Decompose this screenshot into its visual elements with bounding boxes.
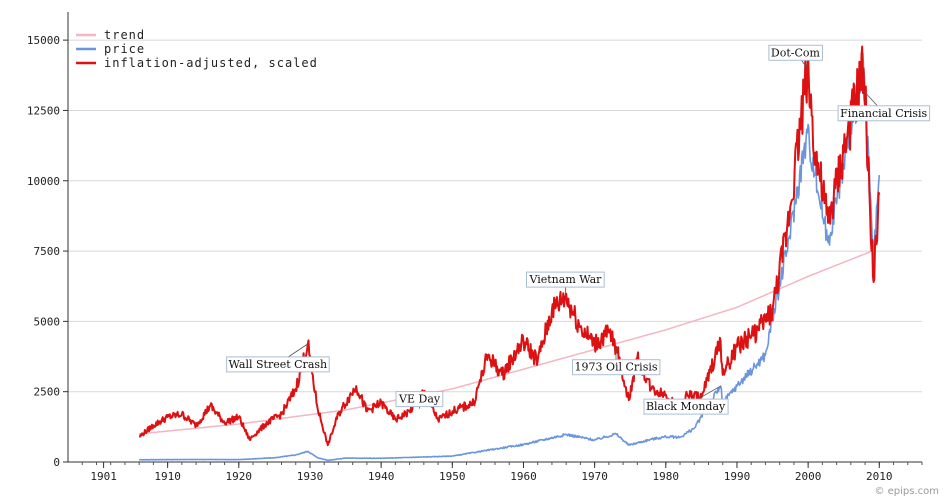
annotation: Black Monday	[643, 385, 729, 415]
annotation-box	[395, 391, 444, 408]
y-tick-label: 7500	[34, 245, 61, 258]
x-tick-label: 1970	[581, 470, 608, 483]
legend-label: price	[104, 42, 145, 56]
series-line-trend	[139, 250, 873, 435]
annotation-box	[572, 359, 661, 376]
x-tick-label: 1990	[724, 470, 751, 483]
axes: 0 2500 5000 7500 10000 12500 15000 1901 1910 1920…	[27, 12, 923, 483]
annotation: Vietnam War	[526, 271, 605, 297]
annotation: Wall Street Crash	[226, 343, 330, 373]
series-lines	[138, 45, 881, 462]
annotation-label: VE Day	[398, 393, 441, 406]
y-tick-label: 12500	[27, 104, 60, 117]
x-tick-label: 1930	[297, 470, 324, 483]
annotation-label: Dot-Com	[771, 46, 821, 59]
annotation-label: Financial Crisis	[840, 107, 927, 120]
annotation-label: Vietnam War	[528, 273, 602, 286]
series-line-inflation-adjusted	[138, 45, 881, 447]
y-tick-label: 10000	[27, 175, 60, 188]
annotation-box	[837, 105, 931, 122]
x-tick-label: 2000	[795, 470, 822, 483]
y-tick-label: 5000	[34, 315, 61, 328]
annotation: VE Day	[395, 391, 444, 409]
legend-label: trend	[104, 28, 145, 42]
x-tick-label: 1940	[368, 470, 395, 483]
x-tick-label: 1960	[510, 470, 537, 483]
annotation: Financial Crisis	[837, 90, 931, 122]
annotations: Wall Street Crash VE Day Vietnam War 1973 O…	[226, 44, 931, 415]
gridlines	[68, 39, 922, 393]
legend-label: inflation-adjusted, scaled	[104, 56, 318, 70]
annotation-box	[226, 356, 330, 373]
site-credit: © epips.com	[874, 486, 939, 497]
y-tick-label: 15000	[27, 34, 60, 47]
y-tick-label: 2500	[34, 386, 61, 399]
x-tick-label: 1910	[154, 470, 181, 483]
annotation-box	[526, 271, 605, 288]
x-tick-label: 2010	[866, 470, 893, 483]
x-tick-label: 1980	[653, 470, 680, 483]
y-tick-label: 0	[53, 456, 60, 469]
series-line-price	[139, 52, 881, 462]
annotation-box	[643, 398, 729, 415]
annotation-label: Black Monday	[646, 400, 726, 413]
x-tick-label: 1950	[439, 470, 466, 483]
x-tick-label: 1920	[226, 470, 253, 483]
x-tick-label: 1901	[90, 470, 117, 483]
annotation-box	[768, 44, 824, 61]
annotation: Dot-Com	[768, 44, 824, 69]
annotation-label: Wall Street Crash	[229, 358, 328, 371]
annotation: 1973 Oil Crisis	[572, 346, 661, 376]
annotation-label: 1973 Oil Crisis	[574, 361, 657, 374]
